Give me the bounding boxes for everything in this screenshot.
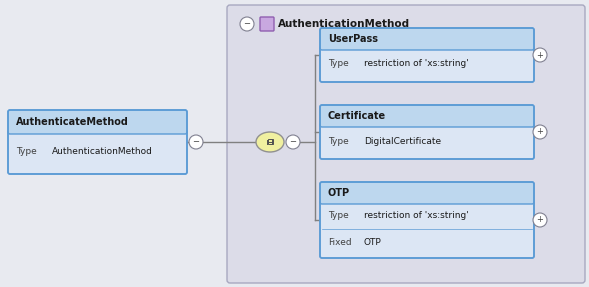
Text: OTP: OTP: [364, 238, 382, 247]
Text: Type: Type: [16, 148, 37, 156]
Text: Type: Type: [328, 211, 349, 220]
Ellipse shape: [256, 132, 284, 152]
FancyBboxPatch shape: [227, 5, 585, 283]
Text: AuthenticationMethod: AuthenticationMethod: [278, 19, 410, 29]
Text: Type: Type: [328, 59, 349, 69]
Circle shape: [533, 48, 547, 62]
FancyBboxPatch shape: [8, 130, 187, 174]
FancyBboxPatch shape: [8, 110, 187, 134]
Text: UserPass: UserPass: [328, 34, 378, 44]
FancyBboxPatch shape: [320, 46, 534, 82]
FancyBboxPatch shape: [320, 123, 534, 159]
Text: −: −: [243, 20, 250, 28]
Text: AuthenticateMethod: AuthenticateMethod: [16, 117, 129, 127]
Text: −: −: [290, 137, 296, 146]
Text: +: +: [537, 51, 544, 59]
Circle shape: [533, 213, 547, 227]
Text: AuthenticationMethod: AuthenticationMethod: [52, 148, 153, 156]
FancyBboxPatch shape: [320, 28, 534, 50]
Text: Fixed: Fixed: [328, 238, 352, 247]
Text: +: +: [537, 127, 544, 137]
Circle shape: [533, 125, 547, 139]
Text: restriction of 'xs:string': restriction of 'xs:string': [364, 59, 469, 69]
Circle shape: [240, 17, 254, 31]
Text: +: +: [537, 216, 544, 224]
Circle shape: [286, 135, 300, 149]
Circle shape: [189, 135, 203, 149]
Text: DigitalCertificate: DigitalCertificate: [364, 137, 441, 146]
Text: Type: Type: [328, 137, 349, 146]
FancyBboxPatch shape: [320, 105, 534, 127]
FancyBboxPatch shape: [260, 17, 274, 31]
Text: OTP: OTP: [328, 188, 350, 198]
Text: −: −: [193, 137, 200, 146]
Text: restriction of 'xs:string': restriction of 'xs:string': [364, 211, 469, 220]
FancyBboxPatch shape: [320, 200, 534, 258]
Bar: [268, 139, 273, 144]
FancyBboxPatch shape: [320, 182, 534, 204]
Text: Certificate: Certificate: [328, 111, 386, 121]
